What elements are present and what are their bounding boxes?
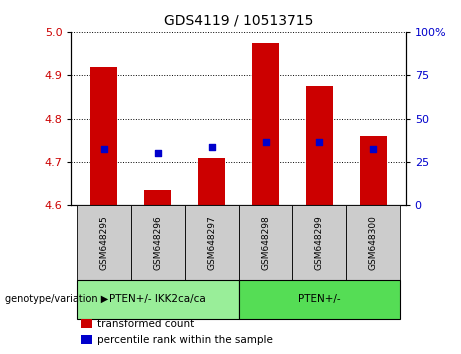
Text: genotype/variation ▶: genotype/variation ▶	[5, 294, 108, 304]
Text: GSM648297: GSM648297	[207, 215, 216, 270]
Text: PTEN+/-: PTEN+/-	[298, 294, 341, 304]
Point	[316, 139, 323, 145]
Text: percentile rank within the sample: percentile rank within the sample	[97, 335, 273, 345]
Point	[370, 146, 377, 152]
Text: GSM648300: GSM648300	[369, 215, 378, 270]
Bar	[306, 86, 333, 205]
Text: GSM648296: GSM648296	[153, 215, 162, 270]
Bar	[198, 158, 225, 205]
Text: GSM648298: GSM648298	[261, 215, 270, 270]
Point	[154, 150, 161, 156]
Point	[208, 144, 215, 150]
Bar	[252, 43, 279, 205]
Text: GSM648299: GSM648299	[315, 215, 324, 270]
Title: GDS4119 / 10513715: GDS4119 / 10513715	[164, 14, 313, 28]
Text: transformed count: transformed count	[97, 319, 194, 329]
Bar	[360, 136, 387, 205]
Bar	[144, 190, 171, 205]
Point	[100, 146, 107, 152]
Text: PTEN+/- IKK2ca/ca: PTEN+/- IKK2ca/ca	[109, 294, 206, 304]
Point	[262, 139, 269, 145]
Bar	[90, 67, 117, 205]
Text: GSM648295: GSM648295	[99, 215, 108, 270]
